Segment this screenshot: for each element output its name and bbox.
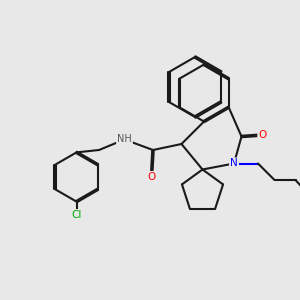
Text: O: O: [258, 130, 267, 140]
Text: O: O: [147, 172, 156, 182]
Text: NH: NH: [117, 134, 132, 145]
Text: N: N: [230, 158, 238, 169]
Text: Cl: Cl: [71, 210, 82, 220]
